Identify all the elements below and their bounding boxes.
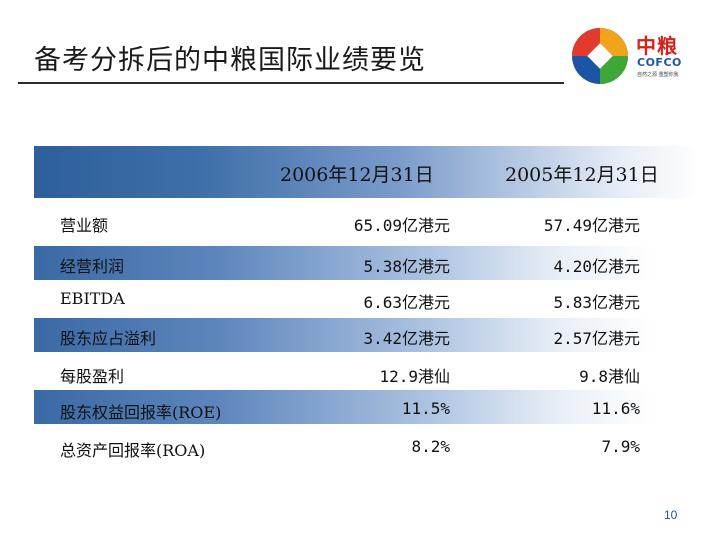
cell-eps-2005: 9.8港仙: [579, 367, 640, 386]
cell-roe-2006: 11.5%: [401, 399, 450, 418]
cell-revenue-2006: 65.09亿港元: [353, 216, 450, 235]
row-label-operating-profit: 经营利润: [60, 257, 125, 276]
cell-eps-2006: 12.9港仙: [379, 367, 450, 386]
logo-subtitle: COFCO: [637, 56, 682, 69]
cofco-logo-icon: [572, 28, 628, 84]
logo-tagline: 自然之源 重塑你我: [637, 72, 679, 78]
slide-title: 备考分拆后的中粮国际业绩要览: [34, 45, 426, 76]
row-label-ebitda: EBITDA: [60, 289, 125, 308]
cell-revenue-2005: 57.49亿港元: [543, 216, 640, 235]
cell-roe-2005: 11.6%: [591, 399, 640, 418]
cell-ebitda-2006: 6.63亿港元: [363, 293, 450, 312]
cell-operating-profit-2005: 4.20亿港元: [553, 257, 640, 276]
row-label-eps: 每股盈利: [60, 367, 125, 386]
row-band-attributable-profit: [34, 318, 654, 352]
table-header-band: [34, 146, 700, 198]
column-header-2006: 2006年12月31日: [280, 164, 434, 186]
logo-name: 中粮: [636, 34, 678, 58]
row-label-roa: 总资产回报率(ROA): [60, 441, 206, 460]
row-label-attributable-profit: 股东应占溢利: [60, 329, 157, 348]
row-band-roe: [34, 390, 654, 424]
row-band-operating-profit: [34, 246, 654, 280]
cell-attributable-profit-2006: 3.42亿港元: [363, 329, 450, 348]
title-underline: [18, 82, 564, 84]
cell-roa-2005: 7.9%: [601, 437, 640, 456]
row-label-roe: 股东权益回报率(ROE): [60, 403, 222, 422]
column-header-2005: 2005年12月31日: [505, 164, 659, 186]
cell-ebitda-2005: 5.83亿港元: [553, 293, 640, 312]
cell-roa-2006: 8.2%: [411, 437, 450, 456]
cell-attributable-profit-2005: 2.57亿港元: [553, 329, 640, 348]
cell-operating-profit-2006: 5.38亿港元: [363, 257, 450, 276]
row-label-revenue: 营业额: [60, 216, 109, 235]
page-number: 10: [664, 508, 678, 522]
